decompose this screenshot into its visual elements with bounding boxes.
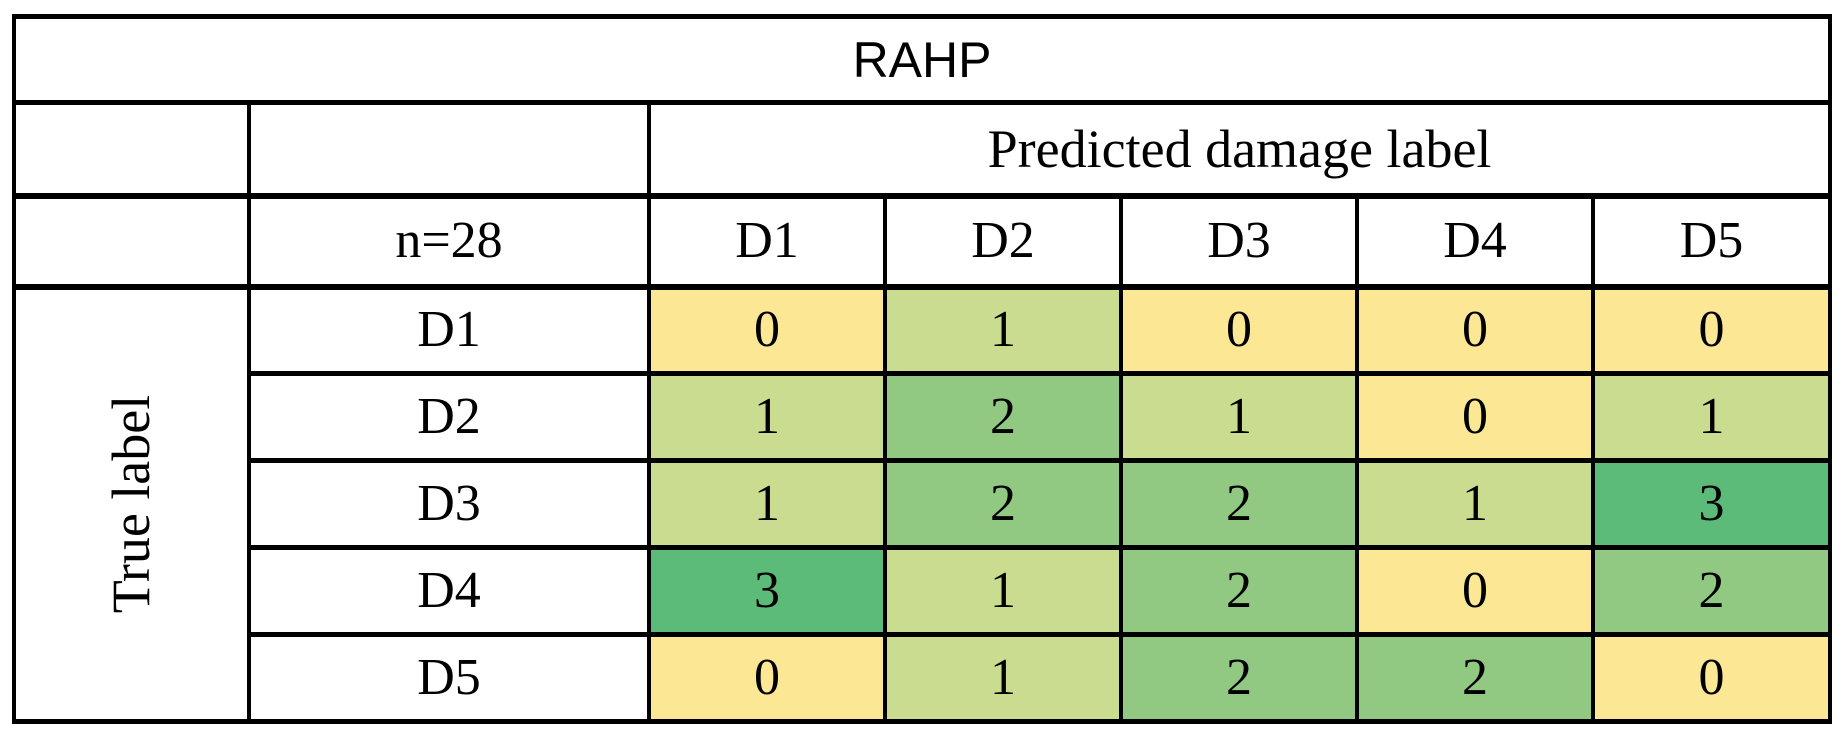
matrix-cell-r5c2: 1 <box>883 632 1123 724</box>
sample-size-label: n=28 <box>247 193 651 290</box>
row-header-d4: D4 <box>247 545 651 637</box>
column-header-row: n=28 D1 D2 D3 D4 D5 <box>12 193 1833 290</box>
empty-cell <box>247 100 651 199</box>
title-row: RAHP <box>11 13 1833 105</box>
matrix-cell-r4c4: 0 <box>1355 545 1595 637</box>
col-header-d1: D1 <box>647 193 887 290</box>
empty-cell <box>12 193 251 290</box>
predicted-axis-label: Predicted damage label <box>646 100 1833 199</box>
matrix-row-d5: D5 0 1 2 2 0 <box>14 632 1833 724</box>
matrix-cell-r1c5: 0 <box>1590 284 1833 376</box>
matrix-cell-r4c2: 1 <box>883 545 1123 637</box>
matrix-cell-r3c4: 1 <box>1355 458 1595 550</box>
matrix-cell-r5c5: 0 <box>1590 632 1833 724</box>
matrix-cell-r1c2: 1 <box>883 284 1123 376</box>
matrix-row-d3: D3 1 2 2 1 3 <box>14 458 1833 550</box>
matrix-cell-r2c1: 1 <box>647 371 887 463</box>
matrix-cell-r3c2: 2 <box>883 458 1123 550</box>
predicted-label-row: Predicted damage label <box>12 100 1833 199</box>
true-axis-label: True label <box>101 394 162 613</box>
matrix-cell-r4c5: 2 <box>1590 545 1833 637</box>
col-header-d2: D2 <box>883 193 1123 290</box>
matrix-cell-r4c3: 2 <box>1119 545 1359 637</box>
matrix-row-d4: D4 3 1 2 0 2 <box>14 545 1833 637</box>
matrix-cell-r4c1: 3 <box>647 545 887 637</box>
row-header-d1: D1 <box>247 284 651 376</box>
matrix-cell-r5c3: 2 <box>1119 632 1359 724</box>
table-title: RAHP <box>11 13 1833 105</box>
matrix-cell-r3c1: 1 <box>647 458 887 550</box>
matrix-cell-r3c3: 2 <box>1119 458 1359 550</box>
matrix-cell-r2c5: 1 <box>1590 371 1833 463</box>
row-header-d2: D2 <box>247 371 651 463</box>
true-axis-label-cell: True label <box>12 284 251 724</box>
matrix-cell-r1c1: 0 <box>647 284 887 376</box>
row-header-d5: D5 <box>247 632 651 724</box>
col-header-d4: D4 <box>1355 193 1595 290</box>
matrix-cell-r5c1: 0 <box>647 632 887 724</box>
matrix-cell-r2c4: 0 <box>1355 371 1595 463</box>
matrix-cell-r2c2: 2 <box>883 371 1123 463</box>
matrix-row-d1: True label D1 0 1 0 0 0 <box>12 284 1833 724</box>
matrix-cell-r1c4: 0 <box>1355 284 1595 376</box>
col-header-d3: D3 <box>1119 193 1359 290</box>
matrix-row-d2: D2 1 2 1 0 1 <box>14 371 1833 463</box>
col-header-d5: D5 <box>1590 193 1833 290</box>
matrix-cell-r5c4: 2 <box>1355 632 1595 724</box>
matrix-cell-r3c5: 3 <box>1590 458 1833 550</box>
matrix-cell-r2c3: 1 <box>1119 371 1359 463</box>
empty-cell <box>12 100 251 199</box>
confusion-matrix-table: RAHP Predicted damage label n=28 D1 D2 D… <box>11 13 1833 724</box>
matrix-cell-r1c3: 0 <box>1119 284 1359 376</box>
row-header-d3: D3 <box>247 458 651 550</box>
